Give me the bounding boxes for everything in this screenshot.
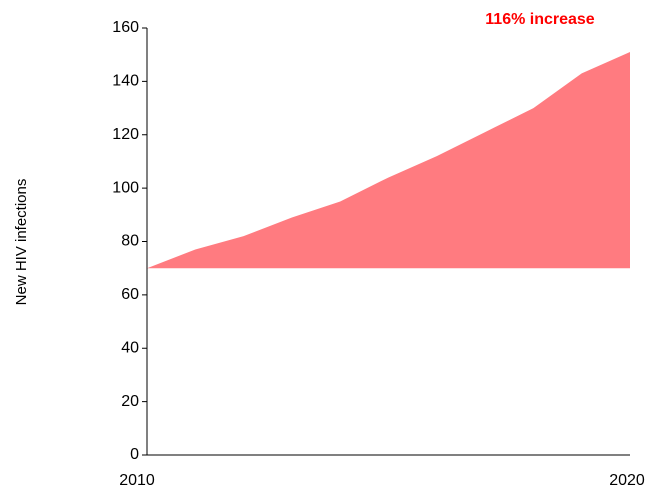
y-tick-label: 160 (112, 19, 139, 36)
y-tick-label: 80 (121, 233, 139, 250)
y-tick-label: 60 (121, 286, 139, 303)
y-tick-label: 100 (112, 179, 139, 196)
x-tick-label-start: 2010 (119, 472, 155, 489)
annotation-label: 116% increase (485, 11, 595, 28)
y-axis: 0 20 40 60 80 100 120 140 160 (112, 19, 148, 463)
y-tick-label: 0 (130, 446, 139, 463)
y-tick-label: 40 (121, 339, 139, 356)
area-series (147, 52, 630, 269)
plot-area (147, 52, 630, 269)
y-tick-label: 120 (112, 126, 139, 143)
y-tick-label: 20 (121, 393, 139, 410)
x-axis: 2010 2020 (119, 454, 645, 489)
x-tick-label-end: 2020 (609, 472, 645, 489)
y-axis-title: New HIV infections (13, 179, 30, 306)
y-tick-label: 140 (112, 73, 139, 90)
